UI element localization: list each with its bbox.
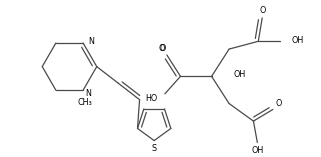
Text: OH: OH	[233, 70, 245, 79]
Text: N: N	[88, 37, 94, 46]
Text: O: O	[275, 99, 282, 108]
Text: S: S	[152, 144, 157, 153]
Text: HO: HO	[145, 94, 157, 103]
Text: O: O	[160, 44, 166, 53]
Text: OH: OH	[291, 36, 304, 45]
Text: CH₃: CH₃	[78, 98, 92, 107]
Text: OH: OH	[251, 146, 264, 155]
Text: O: O	[159, 44, 165, 53]
Text: N: N	[85, 89, 91, 98]
Text: O: O	[259, 6, 265, 15]
